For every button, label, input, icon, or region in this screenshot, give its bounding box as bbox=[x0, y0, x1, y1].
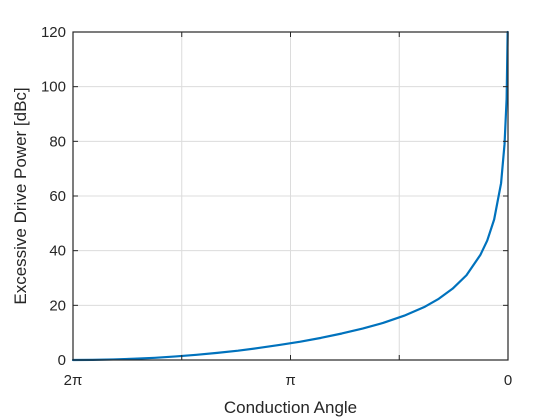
tick-labels: 2π π 0 0 20 40 60 80 100 120 bbox=[41, 24, 512, 389]
y-tick-label: 100 bbox=[41, 79, 66, 96]
y-tick-label: 0 bbox=[58, 352, 66, 369]
ticks bbox=[73, 31, 508, 361]
grid bbox=[73, 32, 508, 360]
y-axis-title: Excessive Drive Power [dBc] bbox=[11, 87, 30, 304]
x-tick-label: π bbox=[285, 372, 295, 389]
series-layer bbox=[71, 30, 509, 362]
x-tick-label: 0 bbox=[504, 372, 512, 389]
x-tick-label: 2π bbox=[64, 372, 83, 389]
series-line bbox=[71, 30, 509, 362]
y-tick-label: 80 bbox=[49, 133, 66, 150]
y-tick-label: 20 bbox=[49, 297, 66, 314]
x-axis-title: Conduction Angle bbox=[224, 398, 357, 417]
y-tick-label: 40 bbox=[49, 243, 66, 260]
y-tick-label: 120 bbox=[41, 24, 66, 41]
y-tick-label: 60 bbox=[49, 188, 66, 205]
